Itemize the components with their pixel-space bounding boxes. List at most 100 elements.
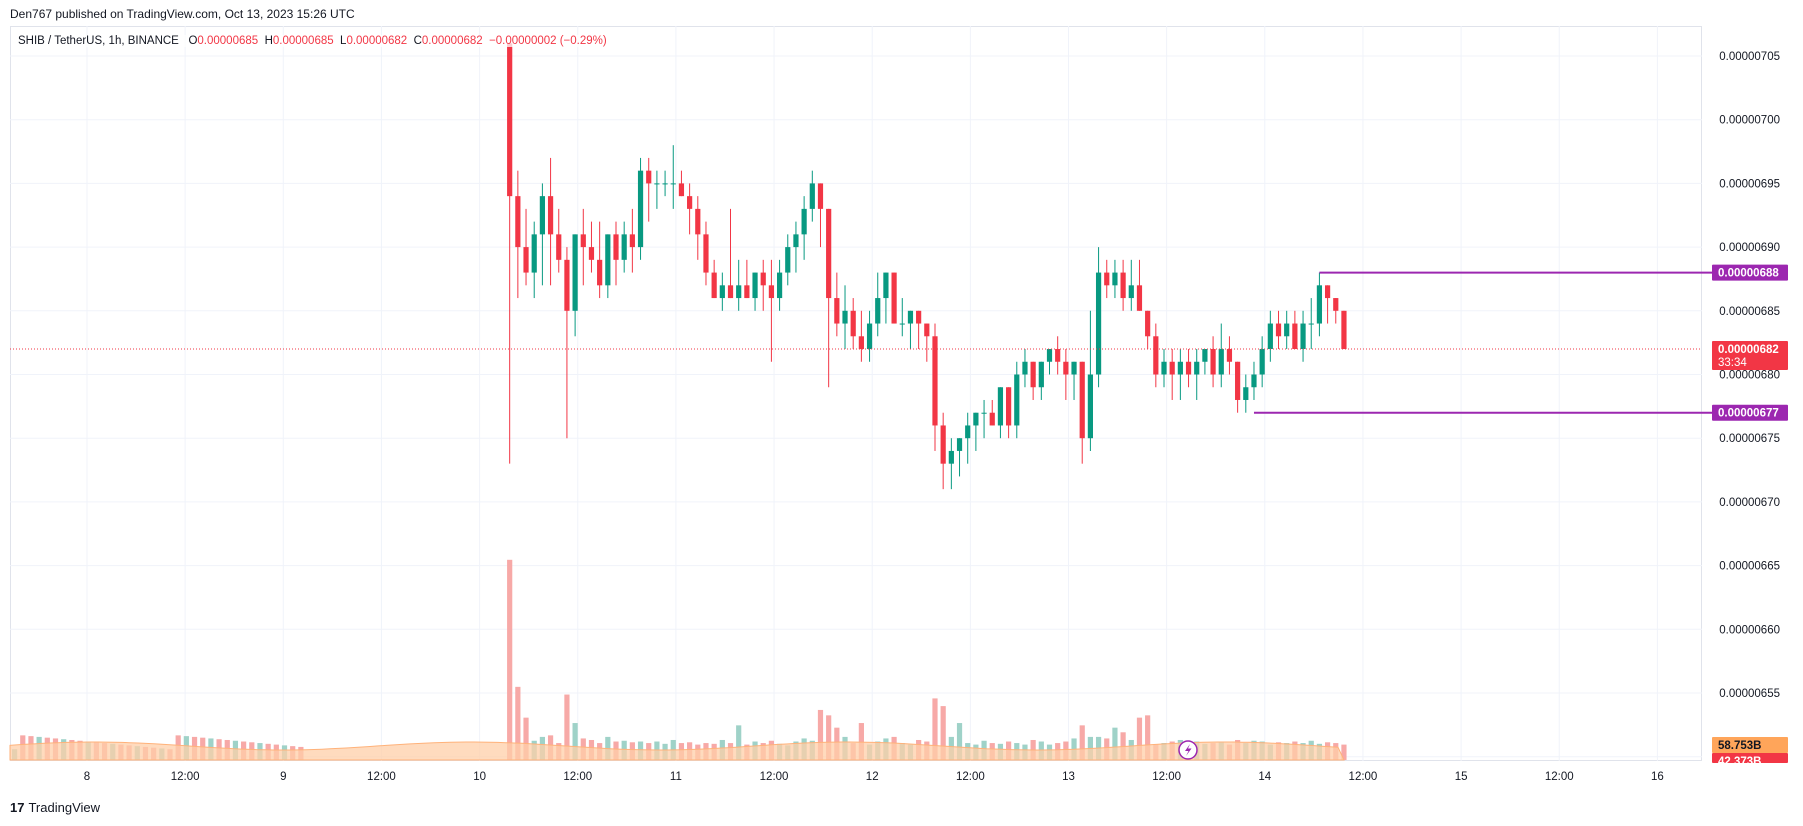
candle-body bbox=[572, 234, 578, 311]
candle-body bbox=[842, 310, 848, 324]
time-tick-label: 15 bbox=[1455, 771, 1468, 783]
legend-close: 0.00000682 bbox=[421, 35, 483, 47]
candle bbox=[899, 298, 905, 337]
volume-bar bbox=[507, 559, 513, 760]
legend-close-label: C bbox=[413, 35, 422, 47]
candle bbox=[1308, 298, 1314, 350]
time-tick-label: 12 bbox=[866, 771, 879, 783]
candle-body bbox=[1210, 349, 1216, 375]
time-tick-label: 12:00 bbox=[1349, 771, 1378, 783]
candle-body bbox=[1202, 349, 1208, 362]
price-tick-label: 0.00000660 bbox=[1719, 624, 1780, 636]
volume-bar bbox=[826, 715, 832, 760]
current-price-tag-box bbox=[1712, 341, 1788, 371]
candle-body bbox=[523, 247, 529, 273]
candle bbox=[1145, 310, 1151, 350]
candle-body bbox=[539, 196, 545, 235]
candle-body bbox=[965, 425, 971, 439]
candle-body bbox=[1251, 374, 1257, 388]
price-tick-label: 0.00000670 bbox=[1719, 497, 1780, 509]
candle-body bbox=[670, 183, 676, 185]
candle bbox=[670, 145, 676, 209]
candle bbox=[1202, 349, 1208, 375]
price-levels bbox=[10, 271, 1712, 414]
candle-body bbox=[1071, 361, 1077, 375]
candle bbox=[1055, 336, 1061, 375]
time-axis: 8 12:00 9 12:00 10 12:00 11 12:00 12 12:00 13 12:00… bbox=[84, 771, 1664, 783]
candle bbox=[629, 208, 635, 273]
candle-body bbox=[547, 196, 554, 235]
candle-body bbox=[1046, 349, 1053, 362]
candle-body bbox=[826, 208, 832, 299]
volume-bar bbox=[564, 694, 570, 760]
candle bbox=[1169, 349, 1175, 400]
candle bbox=[826, 208, 832, 388]
candle-body bbox=[793, 234, 799, 248]
candle bbox=[891, 272, 897, 324]
candle-body bbox=[891, 272, 897, 324]
time-tick-label: 13 bbox=[1062, 771, 1075, 783]
volume-tag-2-text: 42.373B bbox=[1718, 756, 1761, 768]
price-axis: 0.00000705 0.00000700 0.00000695 0.00000690… bbox=[1719, 51, 1780, 764]
volume-bar bbox=[1341, 744, 1347, 760]
candle bbox=[531, 221, 537, 299]
candle-body bbox=[1177, 361, 1183, 375]
candle bbox=[1104, 259, 1110, 299]
candle bbox=[719, 272, 725, 311]
candle bbox=[1136, 259, 1143, 311]
price-tick-label: 0.00000700 bbox=[1719, 115, 1780, 127]
tradingview-logo-icon: 17 bbox=[10, 800, 25, 815]
price-tick-label: 0.00000655 bbox=[1719, 688, 1780, 700]
candle bbox=[1194, 349, 1200, 400]
candle-body bbox=[858, 336, 864, 350]
time-tick-label: 12:00 bbox=[367, 771, 396, 783]
candle bbox=[1014, 361, 1020, 439]
volume-tag-2-box bbox=[1712, 753, 1788, 763]
candle bbox=[768, 259, 775, 362]
candle-body bbox=[785, 247, 791, 273]
tradingview-logo[interactable]: 17 TradingView bbox=[10, 800, 100, 815]
candle bbox=[703, 221, 709, 286]
level-tag-box bbox=[1712, 404, 1788, 421]
candle-body bbox=[1136, 285, 1143, 311]
candle-body bbox=[850, 310, 856, 337]
candle bbox=[785, 234, 791, 286]
time-tick-label: 16 bbox=[1651, 771, 1664, 783]
candle-body bbox=[1333, 298, 1339, 311]
price-tick-label: 0.00000675 bbox=[1719, 433, 1780, 445]
candle-body bbox=[515, 196, 521, 248]
candle bbox=[1063, 349, 1069, 400]
candle-body bbox=[1169, 361, 1175, 375]
candle-body bbox=[1022, 361, 1028, 375]
candle bbox=[1267, 310, 1273, 362]
candle-body bbox=[1145, 310, 1151, 337]
candle bbox=[1300, 310, 1306, 362]
replay-icon[interactable] bbox=[1178, 740, 1198, 760]
published-caption: Den767 published on TradingView.com, Oct… bbox=[10, 7, 355, 21]
candle-body bbox=[736, 285, 742, 299]
level-tag-text: 0.00000677 bbox=[1718, 408, 1779, 420]
candle bbox=[507, 43, 513, 464]
candle-body bbox=[948, 450, 954, 464]
volume-bar bbox=[932, 698, 938, 760]
candle-body bbox=[507, 43, 513, 197]
candle-body bbox=[556, 234, 562, 260]
candle bbox=[1046, 349, 1053, 375]
candle bbox=[850, 298, 856, 350]
candle-body bbox=[1128, 285, 1134, 299]
candle bbox=[744, 259, 750, 299]
candle-body bbox=[1284, 323, 1290, 337]
time-tick-label: 11 bbox=[670, 771, 682, 783]
candle-body bbox=[1030, 361, 1036, 388]
candle-body bbox=[1185, 361, 1192, 375]
time-tick-label: 14 bbox=[1258, 771, 1271, 783]
candle-body bbox=[621, 234, 627, 260]
candle bbox=[556, 208, 562, 273]
legend-high-label: H bbox=[264, 35, 273, 47]
candle bbox=[760, 259, 766, 311]
candle-body bbox=[646, 170, 652, 184]
candle-body bbox=[768, 285, 775, 299]
price-tick-label: 0.00000695 bbox=[1719, 178, 1780, 190]
